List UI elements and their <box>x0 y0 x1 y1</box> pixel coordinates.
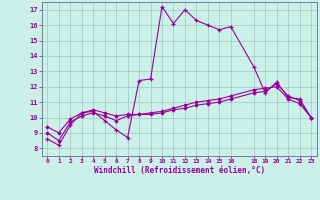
X-axis label: Windchill (Refroidissement éolien,°C): Windchill (Refroidissement éolien,°C) <box>94 166 265 175</box>
